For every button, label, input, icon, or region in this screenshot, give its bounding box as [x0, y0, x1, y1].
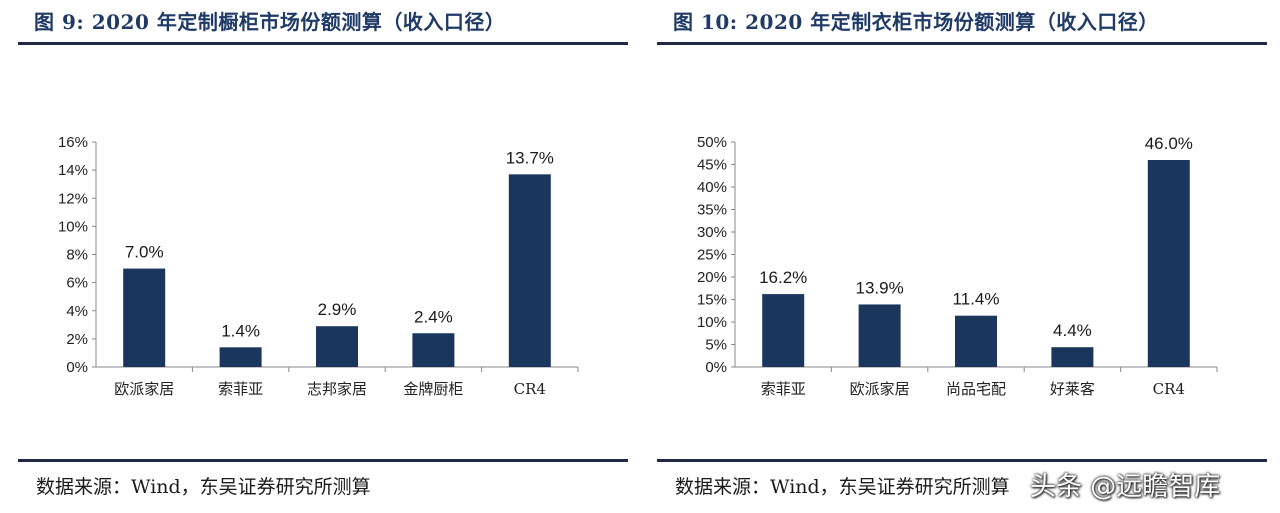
y-tick-label: 0%	[705, 359, 727, 376]
bar	[316, 326, 358, 367]
source-rule	[18, 459, 628, 462]
category-label: 好莱客	[1050, 380, 1095, 398]
y-tick-label: 20%	[697, 269, 727, 286]
category-label: 尚品宅配	[946, 380, 1006, 398]
bar	[508, 174, 551, 367]
data-label: 13.9%	[855, 278, 903, 297]
source-note: 数据来源：Wind，东吴证券研究所测算	[36, 476, 371, 498]
title-rule	[657, 42, 1267, 45]
category-label: 志邦家居	[307, 380, 367, 398]
y-tick-label: 2%	[66, 331, 88, 348]
category-label: 索菲亚	[218, 380, 263, 398]
y-tick-label: 14%	[58, 162, 88, 179]
data-label: 2.9%	[318, 300, 357, 319]
source-rule	[657, 459, 1267, 462]
y-tick-label: 16%	[58, 134, 88, 151]
figure-title: 图 9: 2020 年定制橱柜市场份额测算（收入口径）	[34, 10, 506, 34]
data-label: 46.0%	[1145, 134, 1193, 153]
y-tick-label: 8%	[66, 247, 88, 264]
data-label: 1.4%	[221, 321, 260, 340]
data-label: 11.4%	[953, 290, 1000, 309]
bar	[1147, 160, 1190, 367]
y-tick-label: 30%	[697, 224, 727, 241]
data-label: 13.7%	[506, 148, 554, 167]
bar	[219, 347, 262, 367]
category-label: CR4	[1153, 380, 1185, 398]
title-rule	[18, 42, 628, 45]
data-label: 7.0%	[125, 243, 164, 262]
bar-chart-cabinet: 0% 2% 4% 6% 8% 10% 12% 14% 16% 7.0% 欧派家居 1.4% 索菲亚 2.9…	[58, 134, 579, 398]
figure-panel-left: 图 9: 2020 年定制橱柜市场份额测算（收入口径） 0% 2% 4% 6% 8% 10…	[18, 0, 628, 513]
category-label: 金牌厨柜	[403, 380, 463, 398]
category-label: 索菲亚	[761, 380, 806, 398]
y-tick-label: 10%	[58, 218, 88, 235]
y-tick-label: 10%	[697, 314, 727, 331]
bar	[762, 294, 805, 367]
y-tick-label: 12%	[58, 190, 88, 207]
figure-panel-right: 图 10: 2020 年定制衣柜市场份额测算（收入口径） 0% 5% 10% 15% 2…	[657, 0, 1267, 513]
bar-chart-wardrobe: 0% 5% 10% 15% 20% 25% 30% 35% 40% 45% 50% 16.2% 索菲亚 1…	[697, 134, 1218, 398]
bar	[1051, 347, 1094, 367]
y-tick-label: 50%	[697, 134, 727, 151]
y-tick-label: 45%	[697, 157, 727, 174]
watermark-text: 头条 @远瞻智库	[1030, 472, 1221, 502]
category-label: 欧派家居	[114, 380, 174, 398]
figure-title: 图 10: 2020 年定制衣柜市场份额测算（收入口径）	[673, 10, 1159, 34]
data-label: 16.2%	[759, 268, 807, 287]
source-note: 数据来源：Wind，东吴证券研究所测算	[675, 476, 1010, 498]
data-label: 4.4%	[1053, 321, 1092, 340]
category-label: CR4	[514, 380, 546, 398]
y-tick-label: 5%	[705, 337, 727, 354]
bar	[123, 268, 166, 367]
y-tick-label: 0%	[66, 359, 88, 376]
bar	[858, 304, 901, 367]
data-label: 2.4%	[414, 307, 453, 326]
y-tick-label: 40%	[697, 179, 727, 196]
category-label: 欧派家居	[850, 380, 910, 398]
y-tick-label: 4%	[66, 303, 88, 320]
bar	[412, 333, 455, 367]
y-tick-label: 15%	[697, 292, 727, 309]
y-tick-label: 25%	[697, 247, 727, 264]
bar	[955, 315, 997, 367]
y-tick-label: 35%	[697, 202, 727, 219]
y-tick-label: 6%	[66, 275, 88, 292]
